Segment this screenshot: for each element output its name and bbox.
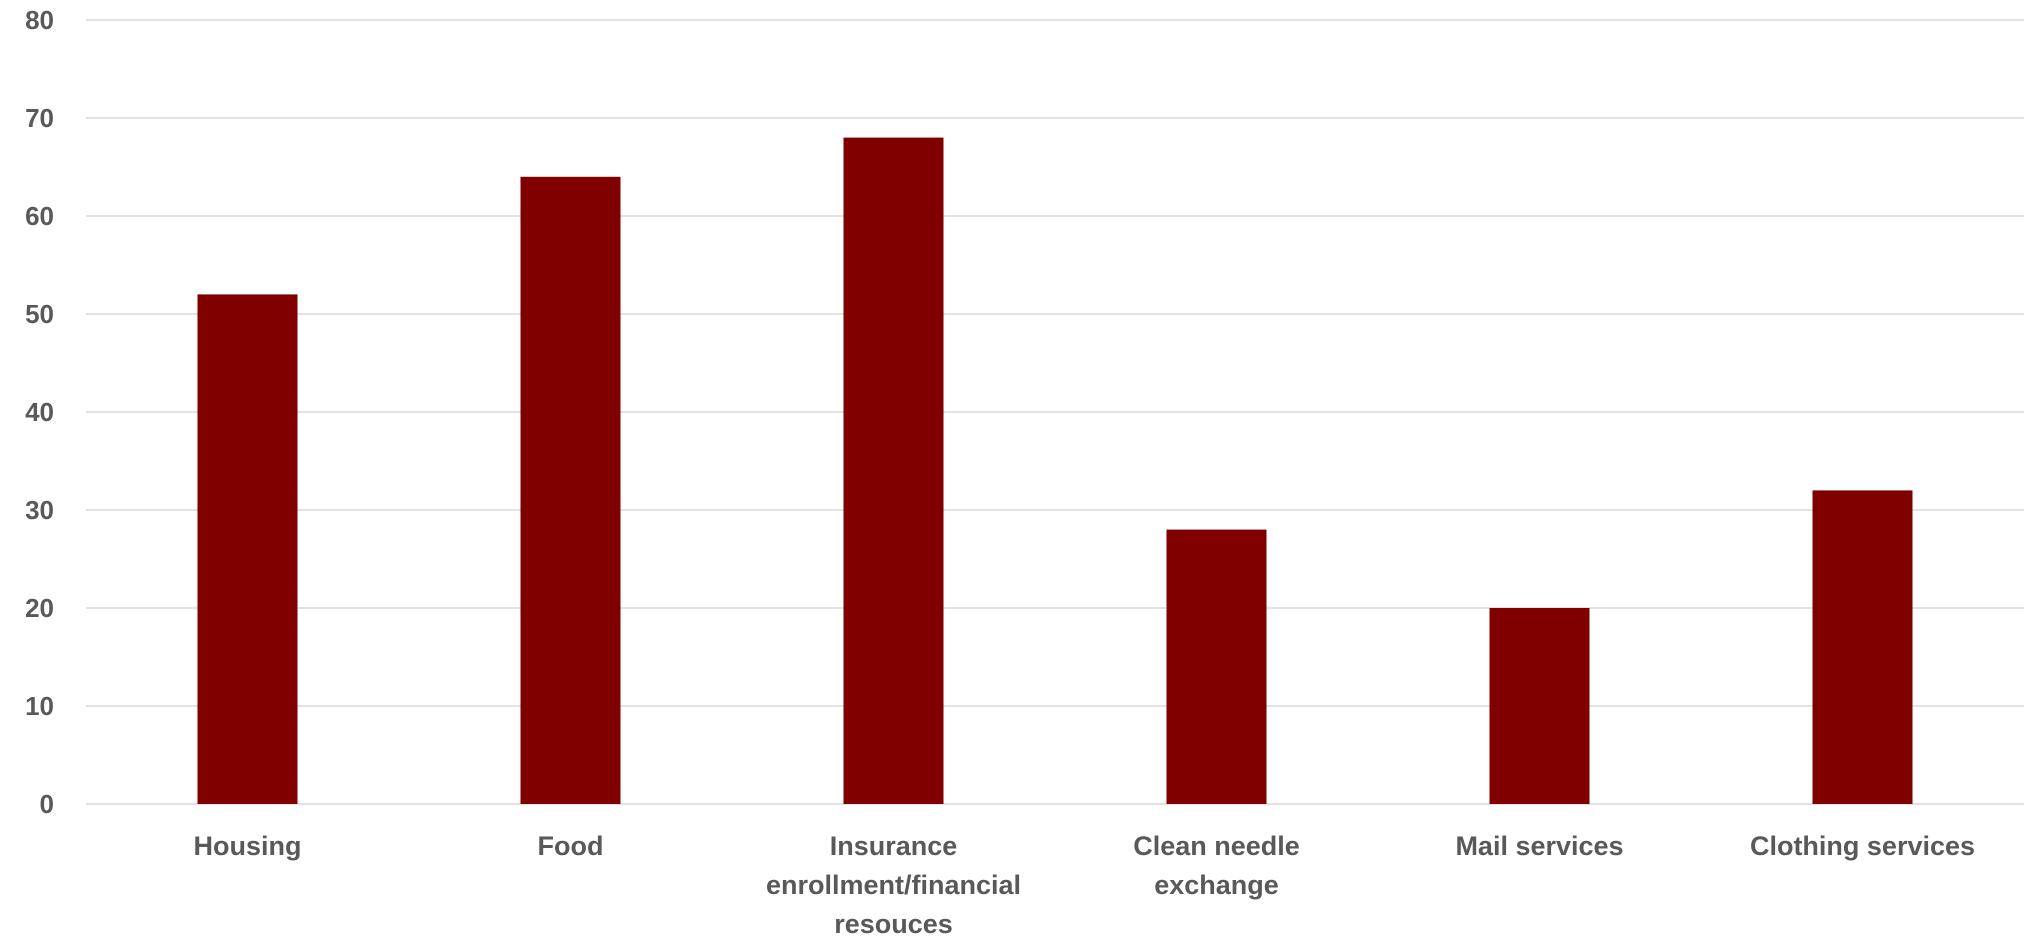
x-tick-label: Food — [538, 831, 604, 861]
x-tick-label: Clothing services — [1750, 831, 1975, 861]
x-tick-label: Mail services — [1455, 831, 1623, 861]
bar — [1489, 608, 1590, 804]
y-tick-label: 0 — [40, 789, 54, 819]
x-tick-label-line: enrollment/financial — [766, 870, 1021, 900]
x-axis-tick-labels: Housing Food Insurance enrollment/financial… — [194, 831, 1976, 938]
x-tick-label-line: Clothing services — [1750, 831, 1975, 861]
bar — [843, 137, 944, 805]
y-tick-label: 30 — [25, 495, 54, 525]
bar — [197, 294, 298, 804]
x-tick-label: Clean needle exchange — [1133, 831, 1300, 900]
x-tick-label-line: Housing — [194, 831, 302, 861]
y-axis-tick-labels: 0 10 20 30 40 50 60 70 80 — [25, 5, 54, 819]
x-tick-label-line: exchange — [1154, 870, 1279, 900]
bars — [197, 137, 1913, 805]
x-tick-label-line: Mail services — [1455, 831, 1623, 861]
x-tick-label: Insurance enrollment/financial resouces — [766, 831, 1021, 938]
x-tick-label: Housing — [194, 831, 302, 861]
x-tick-label-line: Food — [538, 831, 604, 861]
gridlines — [86, 19, 2024, 805]
x-tick-label-line: resouces — [834, 909, 953, 938]
y-tick-label: 60 — [25, 201, 54, 231]
y-tick-label: 40 — [25, 397, 54, 427]
x-tick-label-line: Insurance — [830, 831, 958, 861]
y-tick-label: 10 — [25, 691, 54, 721]
y-tick-label: 20 — [25, 593, 54, 623]
y-tick-label: 50 — [25, 299, 54, 329]
bar — [1812, 490, 1913, 804]
bar — [520, 176, 621, 805]
y-tick-label: 70 — [25, 103, 54, 133]
x-tick-label-line: Clean needle — [1133, 831, 1300, 861]
y-tick-label: 80 — [25, 5, 54, 35]
bar — [1166, 529, 1267, 804]
